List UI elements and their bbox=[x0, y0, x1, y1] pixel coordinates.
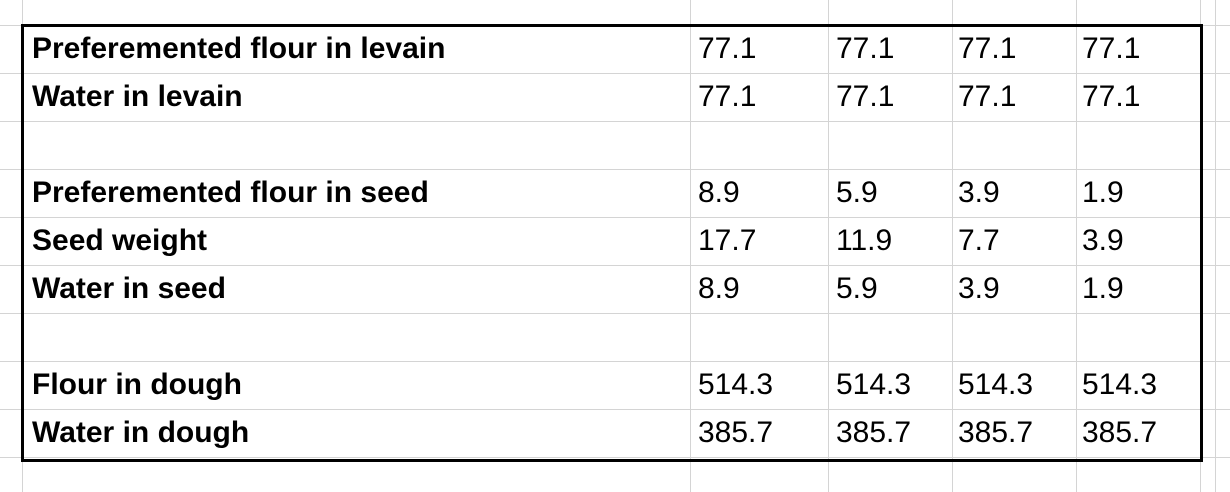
cell-value: 514.3 bbox=[958, 368, 1034, 401]
cell-value: 385.7 bbox=[836, 416, 912, 449]
grid-line bbox=[0, 361, 1230, 362]
grid-line bbox=[0, 121, 1230, 122]
cell-value: 5.9 bbox=[836, 176, 878, 209]
cell-value: 77.1 bbox=[958, 32, 1017, 65]
cell-value: 3.9 bbox=[958, 272, 1000, 305]
cell-value: 77.1 bbox=[1082, 32, 1141, 65]
grid-line bbox=[0, 217, 1230, 218]
cell-value: 8.9 bbox=[698, 272, 740, 305]
cell-value: 5.9 bbox=[836, 272, 878, 305]
cell-value: 11.9 bbox=[836, 224, 893, 257]
row-label: Preferemented flour in seed bbox=[32, 176, 429, 209]
grid-line bbox=[0, 313, 1230, 314]
cell-value: 514.3 bbox=[836, 368, 912, 401]
cell-value: 1.9 bbox=[1082, 272, 1124, 305]
grid-line bbox=[0, 409, 1230, 410]
cell-value: 385.7 bbox=[1082, 416, 1158, 449]
cell-value: 77.1 bbox=[1082, 80, 1141, 113]
grid-line bbox=[0, 73, 1230, 74]
cell-value: 8.9 bbox=[698, 176, 740, 209]
grid-line bbox=[0, 457, 1230, 458]
cell-value: 3.9 bbox=[958, 176, 1000, 209]
grid-line bbox=[1215, 0, 1216, 492]
cell-value: 514.3 bbox=[698, 368, 774, 401]
grid-line bbox=[690, 0, 691, 492]
row-label: Preferemented flour in levain bbox=[32, 32, 446, 65]
cell-value: 3.9 bbox=[1082, 224, 1124, 257]
grid-line bbox=[1076, 0, 1077, 492]
row-label: Water in seed bbox=[32, 272, 226, 305]
cell-value: 77.1 bbox=[698, 80, 757, 113]
cell-value: 1.9 bbox=[1082, 176, 1124, 209]
cell-value: 77.1 bbox=[836, 80, 895, 113]
cell-value: 514.3 bbox=[1082, 368, 1158, 401]
grid-line bbox=[828, 0, 829, 492]
row-label: Flour in dough bbox=[32, 368, 242, 401]
cell-value: 385.7 bbox=[698, 416, 774, 449]
grid-line bbox=[0, 169, 1230, 170]
selection-border bbox=[21, 24, 1203, 462]
cell-value: 7.7 bbox=[958, 224, 1000, 257]
grid-line bbox=[0, 265, 1230, 266]
cell-value: 77.1 bbox=[958, 80, 1017, 113]
row-label: Water in levain bbox=[32, 80, 243, 113]
cell-value: 17.7 bbox=[698, 224, 757, 257]
grid-line bbox=[952, 0, 953, 492]
row-label: Water in dough bbox=[32, 416, 250, 449]
cell-value: 77.1 bbox=[836, 32, 895, 65]
cell-value: 77.1 bbox=[698, 32, 757, 65]
row-label: Seed weight bbox=[32, 224, 208, 257]
cell-value: 385.7 bbox=[958, 416, 1034, 449]
